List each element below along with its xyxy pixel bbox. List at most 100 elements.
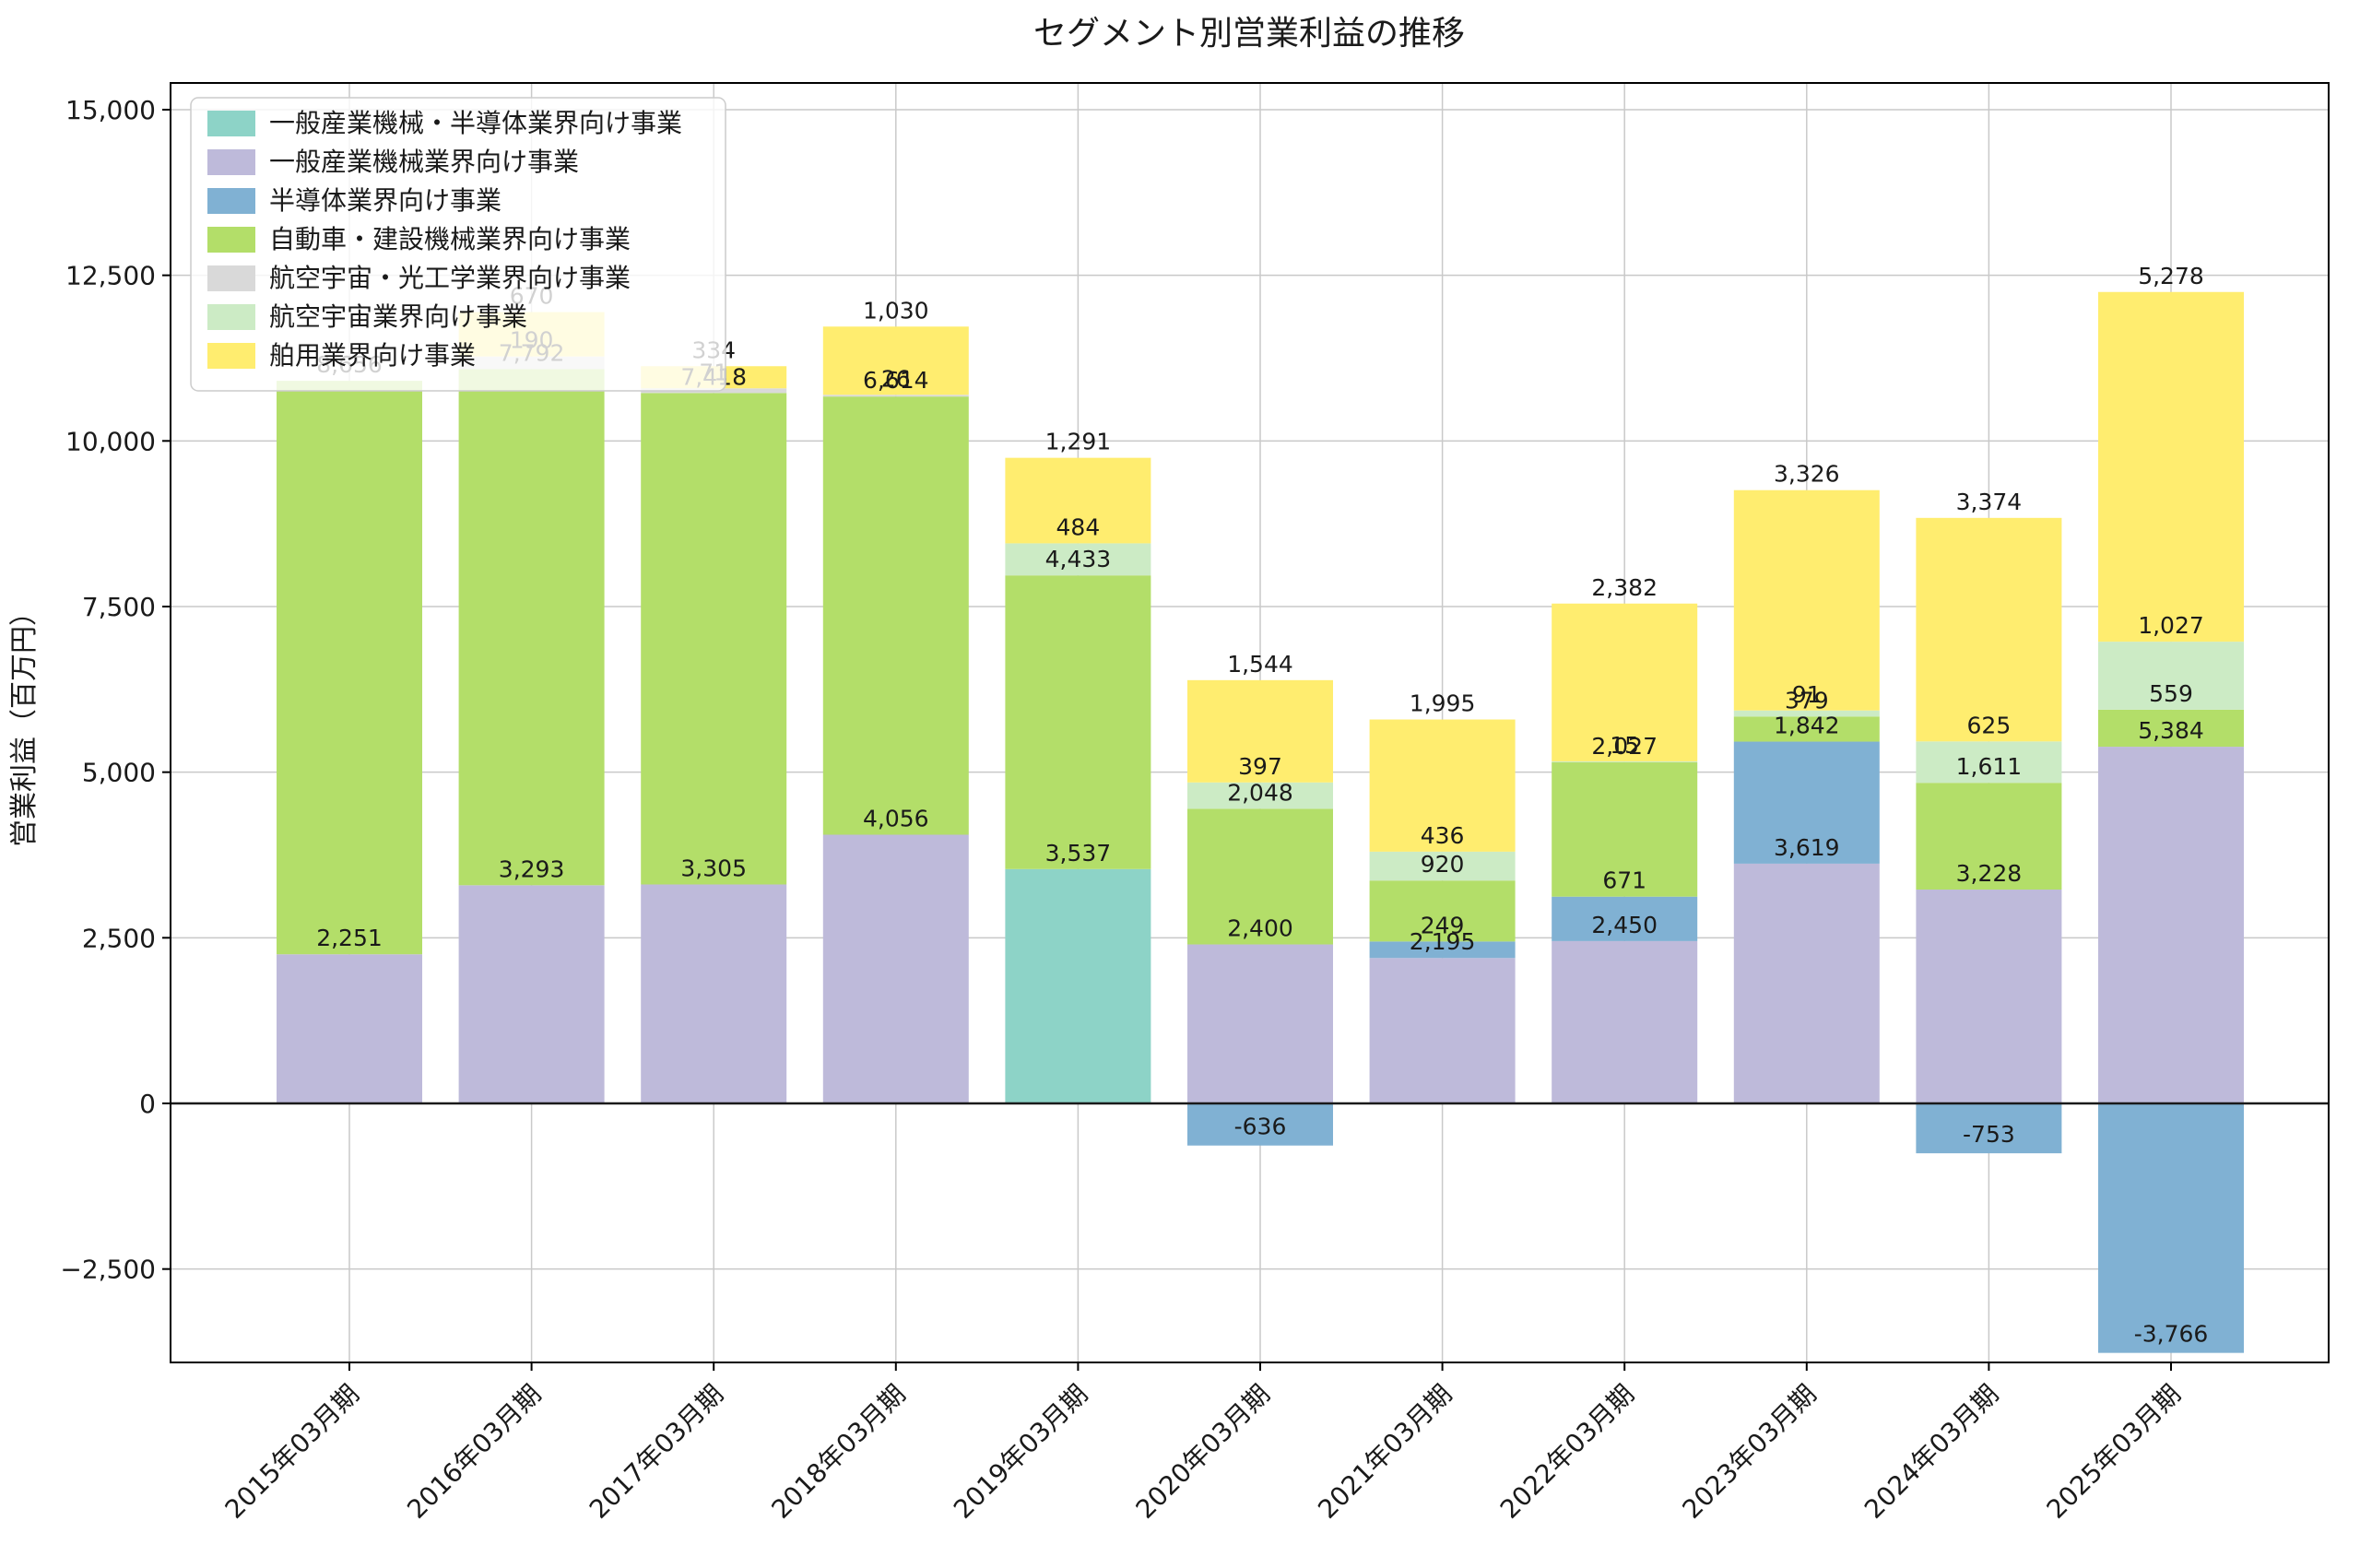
bar-segment <box>1916 741 2062 784</box>
y-tick-label: 2,500 <box>82 923 156 953</box>
bar-value-label: 2,382 <box>1591 574 1658 601</box>
bar-segment <box>1733 741 1880 864</box>
legend-series-label: 一般産業機械・半導体業界向け事業 <box>269 108 682 138</box>
bar-value-label: 249 <box>1421 912 1465 938</box>
bar-value-label: 6,614 <box>863 367 929 394</box>
bar-value-label: 671 <box>1602 867 1646 894</box>
bar-segment <box>1187 944 1333 1103</box>
bar-value-label: 3,326 <box>1774 461 1840 488</box>
legend-series-label: 航空宇宙業界向け事業 <box>269 301 527 332</box>
plot-border <box>170 82 2330 1363</box>
bar-value-label: 3,293 <box>499 855 565 882</box>
bar-segment <box>1916 1103 2062 1154</box>
bar-value-label: -636 <box>1234 1114 1287 1140</box>
bar-segment <box>1187 808 1333 945</box>
bar-segment <box>1916 890 2062 1103</box>
bar-segment <box>2098 747 2244 1103</box>
x-tick-label: 2024年03月期 <box>1858 1379 2004 1525</box>
bar-value-label: 559 <box>2149 680 2193 707</box>
y-tick-label: 0 <box>139 1089 156 1119</box>
legend-series-label: 一般産業機械業界向け事業 <box>269 147 579 177</box>
bar-segment <box>2098 291 2244 643</box>
bar-segment <box>1369 958 1516 1103</box>
bar-value-label: 1,027 <box>2138 612 2204 639</box>
bar-value-label: 2,048 <box>1227 779 1293 806</box>
bar-segment <box>1187 679 1333 783</box>
bar-segment <box>458 369 605 886</box>
bar-segment <box>1187 782 1333 809</box>
bar-value-label: 5,278 <box>2138 263 2204 289</box>
x-tick-label: 2020年03月期 <box>1130 1379 1276 1525</box>
bar-value-label: 2,400 <box>1227 915 1293 942</box>
bar-value-label: 397 <box>1238 753 1282 780</box>
y-tick-label: 5,000 <box>82 758 156 788</box>
bar-segment <box>1369 851 1516 881</box>
bar-value-label: 2,251 <box>316 925 383 951</box>
bar-segment <box>1552 760 1698 763</box>
bar-value-label: 2,195 <box>1410 928 1476 955</box>
bar-value-label: 1,291 <box>1045 429 1112 455</box>
bar-segment <box>822 326 969 395</box>
bar-segment <box>822 395 969 397</box>
legend-series-label: 航空宇宙・光工学業界向け事業 <box>269 263 631 293</box>
legend-swatch <box>207 304 255 330</box>
bar-segment <box>1369 880 1516 942</box>
bar-segment <box>1187 1103 1333 1146</box>
x-tick-label: 2015年03月期 <box>219 1379 365 1525</box>
bar-value-label: 4,056 <box>863 806 929 832</box>
bar-segment <box>2098 642 2244 710</box>
bar-value-label: 920 <box>1421 851 1465 878</box>
bar-segment <box>1733 489 1880 711</box>
bars-layer <box>277 291 2244 1353</box>
bar-value-label: 3,374 <box>1956 489 2023 515</box>
x-tick-label: 2016年03月期 <box>401 1379 547 1525</box>
legend-swatch <box>207 188 255 214</box>
y-tick-label: 15,000 <box>65 95 156 125</box>
legend-swatch <box>207 149 255 175</box>
y-tick-label: 12,500 <box>65 261 156 291</box>
bar-value-label: 5,384 <box>2138 717 2204 744</box>
bar-segment <box>1005 543 1151 576</box>
bar-segment <box>1552 896 1698 941</box>
bar-value-label: 1,995 <box>1410 690 1476 717</box>
legend-series-label: 舶用業界向け事業 <box>269 340 476 371</box>
bar-value-label: 91 <box>1792 681 1822 708</box>
bar-value-label: 3,305 <box>680 855 747 881</box>
bar-segment <box>1916 783 2062 890</box>
bar-segment <box>822 834 969 1103</box>
bar-segment <box>641 393 787 885</box>
bar-value-label: 379 <box>1785 687 1829 713</box>
bar-value-label: 15 <box>1610 732 1639 759</box>
bar-segment <box>1369 941 1516 959</box>
bar-segment <box>641 884 787 1103</box>
bar-segment <box>1552 940 1698 1103</box>
x-tick-label: 2022年03月期 <box>1494 1379 1640 1525</box>
bar-segment <box>1552 762 1698 897</box>
bar-value-label: 3,619 <box>1774 834 1840 861</box>
y-axis-label: 営業利益（百万円） <box>8 598 41 847</box>
bar-segment <box>1733 863 1880 1103</box>
bar-segment <box>277 954 422 1103</box>
y-tick-label: −2,500 <box>60 1255 156 1285</box>
bar-value-label: 1,611 <box>1956 753 2023 780</box>
x-tick-label: 2023年03月期 <box>1676 1379 1822 1525</box>
bar-value-label: 484 <box>1056 513 1101 540</box>
x-tick-label: 2021年03月期 <box>1312 1379 1457 1525</box>
bar-segment <box>1733 716 1880 742</box>
y-tick-label: 10,000 <box>65 426 156 456</box>
bar-value-label: -753 <box>1963 1121 2015 1148</box>
bar-value-label: 26 <box>881 365 911 392</box>
bar-segment <box>2098 1103 2244 1353</box>
x-tick-label: 2025年03月期 <box>2041 1379 2187 1525</box>
bar-value-label: 625 <box>1967 712 2012 738</box>
bar-segment <box>1916 517 2062 742</box>
x-tick-label: 2017年03月期 <box>584 1379 729 1525</box>
legend-box <box>190 97 726 392</box>
bar-value-label: 1,544 <box>1227 651 1293 678</box>
legend-swatch <box>207 111 255 136</box>
chart-title: セグメント別営業利益の推移 <box>1033 15 1465 53</box>
legend-series-label: 半導体業界向け事業 <box>269 185 502 216</box>
bar-segment <box>822 396 969 835</box>
